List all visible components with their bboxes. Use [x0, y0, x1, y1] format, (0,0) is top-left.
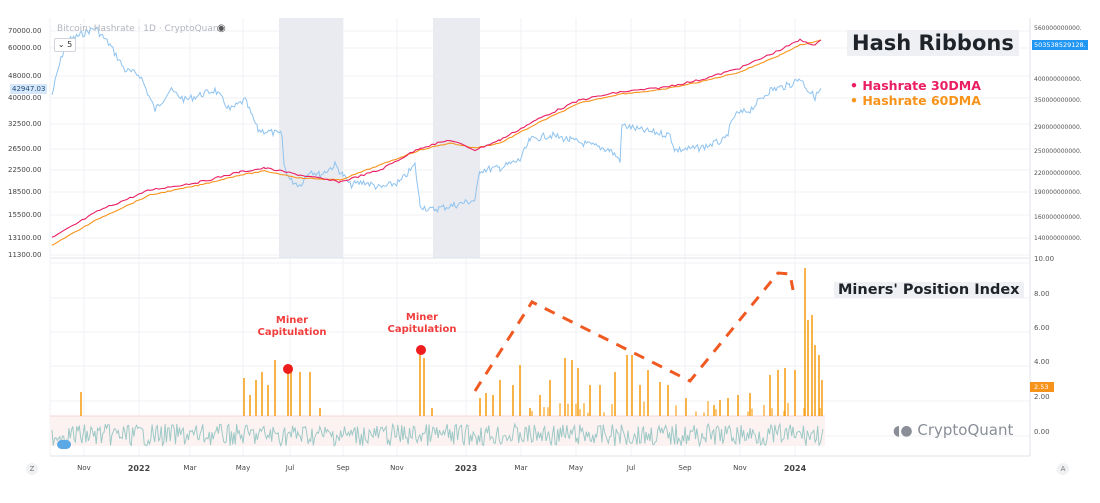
right-axis-tick: 250000000000. [1034, 148, 1082, 155]
right-axis-tick: 190000000000. [1034, 189, 1082, 196]
left-axis-tick: 60000.00 [8, 44, 42, 52]
eye-icon[interactable]: ◉ [217, 23, 226, 34]
x-axis-tick: Jul [626, 464, 636, 472]
left-axis-tick: 15500.00 [8, 211, 42, 219]
cryptoquant-logo-icon: ◖● [893, 423, 913, 439]
x-axis-tick: May [568, 464, 584, 472]
left-axis-tick: 32500.00 [8, 120, 42, 128]
x-axis-tick: May [235, 464, 251, 472]
price-tag-right: 503538529128. [1032, 40, 1088, 50]
x-axis-tick: 2023 [454, 464, 478, 473]
right-axis-tick: 560000000000. [1034, 25, 1082, 32]
right-axis-tick: 400000000000. [1034, 76, 1082, 83]
x-axis-tick: Nov [733, 464, 747, 472]
legend-60dma: • Hashrate 60DMA [850, 93, 981, 108]
auto-scale-button[interactable]: A [1057, 463, 1069, 475]
left-axis-tick: 70000.00 [8, 27, 42, 35]
x-axis-tick: Sep [336, 464, 350, 472]
cryptoquant-brand: ◖● CryptoQuant [893, 421, 1014, 439]
capitulation-marker-1 [283, 364, 293, 374]
hashrate-60dma-line [51, 39, 822, 246]
price-tag-left: 42947.03 [10, 84, 48, 94]
legend-30dma: • Hashrate 30DMA [850, 78, 981, 93]
left-axis-tick: 40000.00 [8, 94, 42, 102]
x-axis-tick: Mar [183, 464, 197, 472]
right-axis-tick: 140000000000. [1034, 235, 1082, 242]
cloud-icon[interactable] [57, 440, 71, 449]
series-title: Bitcoin: Hashrate · 1D · CryptoQuant [57, 24, 223, 34]
mpi-axis-tick: 6.00 [1034, 324, 1050, 332]
capitulation-label-2: Miner Capitulation [387, 312, 457, 335]
x-axis-tick: Sep [678, 464, 692, 472]
x-axis-tick: Mar [514, 464, 528, 472]
trend-dashed-line [473, 271, 795, 392]
mpi-axis-tick: 0.00 [1034, 428, 1050, 436]
mpi-positive-series [80, 268, 823, 416]
hashrate-30dma-line [51, 38, 822, 238]
mpi-price-tag: 2.53 [1030, 382, 1055, 392]
left-axis-tick: 26500.00 [8, 145, 42, 153]
mpi-axis-tick: 10.00 [1034, 255, 1055, 263]
right-axis-tick: 290000000000. [1034, 124, 1082, 131]
left-axis-tick: 18500.00 [8, 188, 42, 196]
left-axis-tick: 48000.00 [8, 72, 42, 80]
capitulation-marker-2 [416, 345, 426, 355]
mpi-axis-tick: 2.00 [1034, 393, 1050, 401]
capitulation-label-1: Miner Capitulation [257, 315, 327, 338]
mpi-axis-tick: 8.00 [1034, 290, 1050, 298]
right-axis-tick: 160000000000. [1034, 214, 1082, 221]
collapse-button[interactable]: ⌄ 5 [54, 38, 76, 52]
mpi-axis-tick: 4.00 [1034, 358, 1050, 366]
x-axis-tick: 2024 [783, 464, 807, 473]
highlight-band-1 [279, 18, 343, 258]
mpi-title: Miners' Position Index [834, 282, 1024, 298]
x-axis-tick: Jul [285, 464, 295, 472]
left-axis-tick: 13100.00 [8, 234, 42, 242]
right-axis-tick: 220000000000. [1034, 170, 1082, 177]
left-axis-tick: 11300.00 [8, 251, 42, 259]
hash-ribbons-title: Hash Ribbons [847, 30, 1019, 56]
x-axis-tick: Nov [390, 464, 404, 472]
right-axis-tick: 350000000000. [1034, 97, 1082, 104]
left-axis-tick: 22500.00 [8, 166, 42, 174]
x-axis-tick: 2022 [127, 464, 151, 473]
btc-price-line [51, 27, 822, 214]
highlight-band-2 [433, 18, 480, 258]
mpi-negative-series [51, 422, 824, 448]
x-axis-tick: Nov [77, 464, 91, 472]
zoom-reset-button[interactable]: Z [26, 463, 38, 475]
